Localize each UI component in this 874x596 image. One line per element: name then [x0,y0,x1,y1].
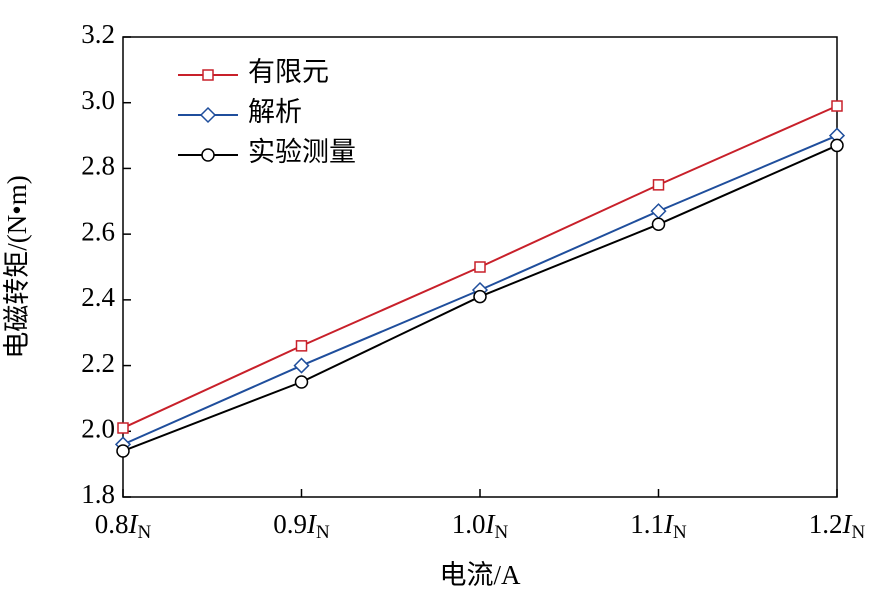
x-axis-label: 电流/A [440,560,522,590]
y-tick-label: 3.0 [81,85,115,115]
y-tick-label: 2.8 [81,151,115,181]
marker [650,203,667,220]
x-tick-label: 1.0IN [452,509,509,543]
x-tick-label: 1.2IN [809,509,866,543]
y-tick-label: 2.0 [81,413,115,443]
marker [830,138,844,153]
y-tick-label: 2.6 [81,216,115,246]
marker [831,100,843,112]
y-tick-label: 2.2 [81,348,115,378]
y-tick-label: 1.8 [81,479,115,509]
marker [293,357,310,374]
marker [201,148,215,162]
y-tick-label: 2.4 [81,282,115,312]
marker [199,106,217,124]
marker [651,217,666,232]
x-tick-label: 0.9IN [273,509,330,543]
y-tick-label: 3.2 [81,19,115,49]
marker [116,444,130,458]
marker [117,422,129,434]
legend-label: 解析 [248,97,302,127]
marker [294,375,309,389]
marker [474,261,486,273]
x-tick-label: 1.1IN [630,509,687,543]
y-axis-label: 电磁转矩/(N•m) [2,175,32,358]
legend-label: 有限元 [248,57,329,87]
x-tick-label: 0.8IN [95,509,152,543]
legend-label: 实验测量 [248,137,356,167]
marker [652,179,665,191]
marker [202,69,214,81]
marker [295,340,308,352]
marker [473,289,487,304]
